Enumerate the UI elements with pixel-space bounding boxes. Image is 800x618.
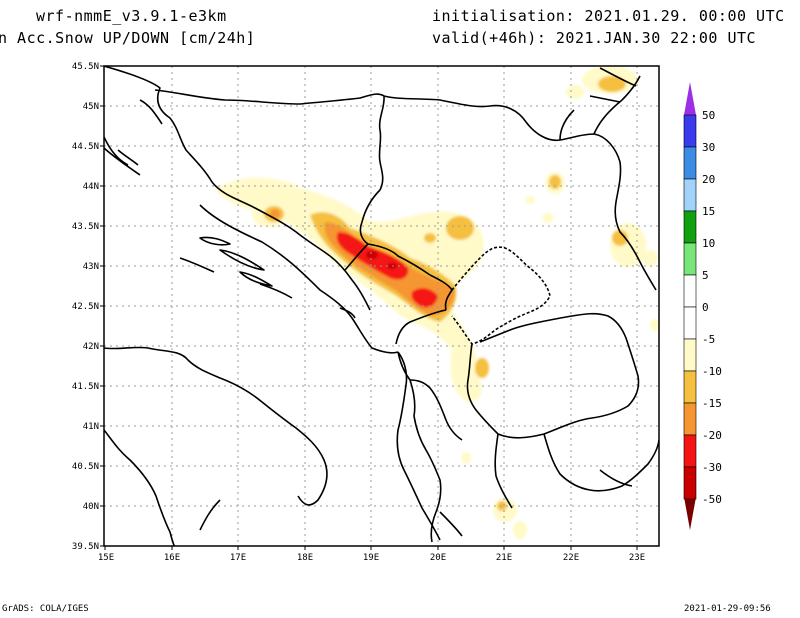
colorbar bbox=[683, 82, 697, 530]
colorbar-swatch bbox=[683, 242, 697, 276]
colorbar-swatch bbox=[683, 402, 697, 436]
colorbar-label: -5 bbox=[702, 333, 715, 346]
colorbar-bottom-arrow bbox=[684, 497, 696, 530]
colorbar-swatch bbox=[683, 306, 697, 340]
lat-label: 42N bbox=[83, 342, 99, 352]
colorbar-label: 30 bbox=[702, 141, 715, 154]
valid-time: valid(+46h): 2021.JAN.30 22:00 UTC bbox=[432, 29, 757, 47]
colorbar-label: 20 bbox=[702, 173, 715, 186]
colorbar-label: 50 bbox=[702, 109, 715, 122]
colorbar-swatch bbox=[683, 274, 697, 308]
lon-label: 17E bbox=[230, 553, 246, 563]
lon-label: 22E bbox=[563, 553, 579, 563]
lat-label: 41N bbox=[83, 422, 99, 432]
coastlines-borders bbox=[104, 66, 659, 546]
colorbar-swatch bbox=[683, 434, 697, 468]
colorbar-swatch bbox=[683, 146, 697, 180]
lon-label: 20E bbox=[430, 553, 446, 563]
colorbar-top-arrow bbox=[684, 82, 696, 115]
lat-label: 41.5N bbox=[72, 382, 99, 392]
lat-label: 40.5N bbox=[72, 462, 99, 472]
lat-label: 43N bbox=[83, 262, 99, 272]
colorbar-swatch bbox=[683, 178, 697, 212]
footer-credit: GrADS: COLA/IGES bbox=[2, 604, 89, 614]
colorbar-swatch bbox=[683, 370, 697, 404]
lon-label: 16E bbox=[164, 553, 180, 563]
lat-label: 45N bbox=[83, 102, 99, 112]
lat-label: 44N bbox=[83, 182, 99, 192]
lon-label: 21E bbox=[496, 553, 512, 563]
colorbar-label: -30 bbox=[702, 461, 722, 474]
lat-label: 45.5N bbox=[72, 62, 99, 72]
lon-label: 18E bbox=[297, 553, 313, 563]
lat-label: 39.5N bbox=[72, 542, 99, 552]
lat-label: 44.5N bbox=[72, 142, 99, 152]
lat-label: 43.5N bbox=[72, 222, 99, 232]
colorbar-label: -20 bbox=[702, 429, 722, 442]
colorbar-label: 5 bbox=[702, 269, 709, 282]
lon-label: 19E bbox=[363, 553, 379, 563]
model-title: wrf-nmmE_v3.9.1-e3km bbox=[36, 7, 227, 25]
init-time: initialisation: 2021.01.29. 00:00 UTC bbox=[432, 7, 785, 25]
field-title: n Acc.Snow UP/DOWN [cm/24h] bbox=[0, 29, 256, 47]
colorbar-swatch bbox=[683, 466, 697, 500]
lat-label: 40N bbox=[83, 502, 99, 512]
graticule bbox=[104, 66, 659, 546]
colorbar-swatch bbox=[683, 338, 697, 372]
colorbar-swatch bbox=[683, 114, 697, 148]
colorbar-label: -50 bbox=[702, 493, 722, 506]
lon-label: 15E bbox=[98, 553, 114, 563]
axis-ticks bbox=[100, 65, 638, 550]
footer-timestamp: 2021-01-29-09:56 bbox=[684, 604, 771, 614]
colorbar-label: 10 bbox=[702, 237, 715, 250]
colorbar-label: -10 bbox=[702, 365, 722, 378]
colorbar-swatch bbox=[683, 210, 697, 244]
colorbar-label: 0 bbox=[702, 301, 709, 314]
colorbar-label: -15 bbox=[702, 397, 722, 410]
lon-label: 23E bbox=[629, 553, 645, 563]
colorbar-label: 15 bbox=[702, 205, 715, 218]
lat-label: 42.5N bbox=[72, 302, 99, 312]
